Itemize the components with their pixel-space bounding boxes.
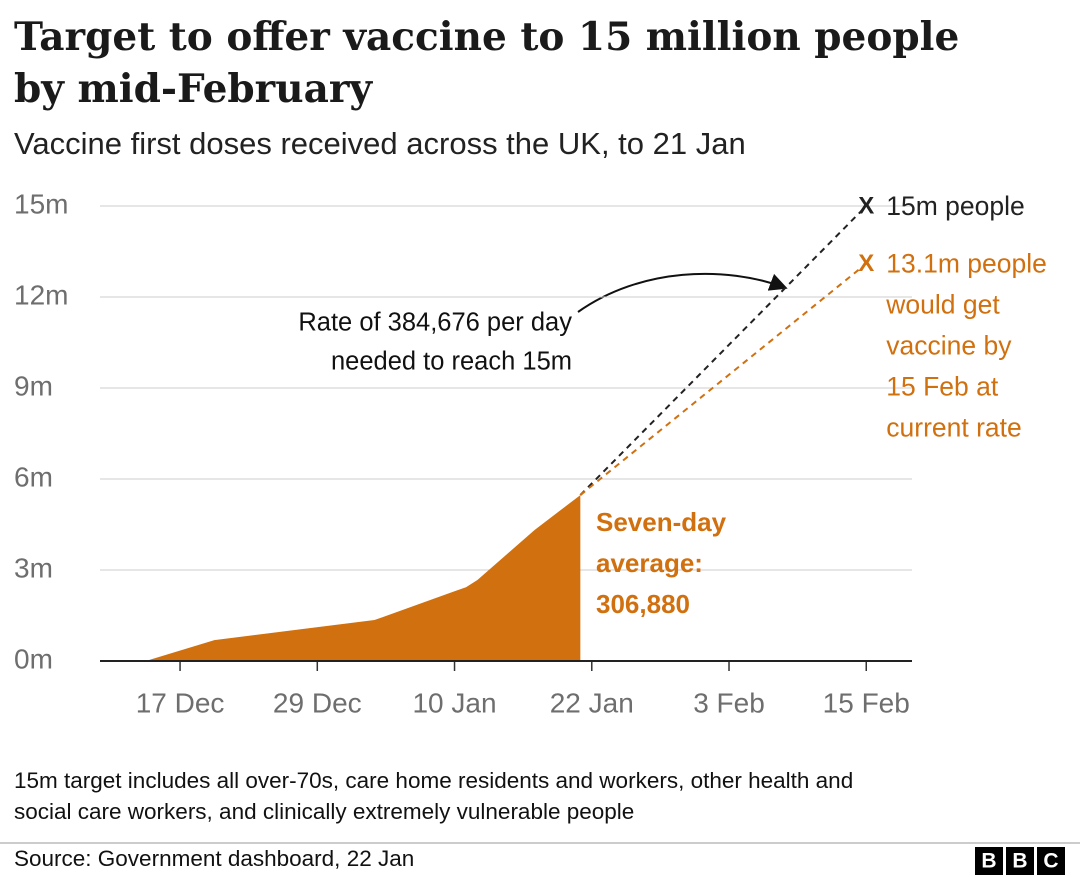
projection-label: current rate <box>886 413 1022 443</box>
x-tick-label: 29 Dec <box>273 687 362 718</box>
average-annotation: Seven-day <box>596 507 727 537</box>
rate-annotation: needed to reach 15m <box>331 348 572 376</box>
x-tick-label: 10 Jan <box>412 687 496 718</box>
projection-label: 15 Feb at <box>886 372 999 402</box>
projection-line <box>579 262 867 496</box>
x-tick-label: 17 Dec <box>136 687 225 718</box>
logo-box <box>975 847 1003 875</box>
logo-letter: B <box>981 850 996 873</box>
x-tick-label: 15 Feb <box>823 687 910 718</box>
y-tick-label: 0m <box>14 643 53 674</box>
footnote: social care workers, and clinically extr… <box>14 799 634 824</box>
chart-title: by mid-February <box>14 66 373 112</box>
x-tick-label: 3 Feb <box>693 687 765 718</box>
y-tick-label: 9m <box>14 370 53 401</box>
area <box>145 495 581 661</box>
logo: B B C <box>975 847 1065 875</box>
average-annotation: 306,880 <box>596 589 690 619</box>
projection-marker: X <box>858 250 874 277</box>
projection-label: 13.1m people <box>886 249 1047 279</box>
average-annotation: average: <box>596 548 703 578</box>
projection-line <box>579 205 867 496</box>
y-tick-label: 3m <box>14 552 53 583</box>
projection-label: vaccine by <box>886 331 1012 361</box>
footnote: 15m target includes all over-70s, care h… <box>14 768 853 793</box>
y-tick-label: 15m <box>14 188 68 219</box>
projection-label: 15m people <box>886 191 1025 221</box>
logo-box <box>1006 847 1034 875</box>
rate-annotation: Rate of 384,676 per day <box>298 309 572 337</box>
logo-letter: B <box>1012 850 1027 873</box>
annotation-arrow <box>577 272 788 313</box>
source: Source: Government dashboard, 22 Jan <box>14 846 414 871</box>
logo-box <box>1037 847 1065 875</box>
chart-subtitle: Vaccine first doses received across the … <box>14 126 746 161</box>
y-tick-label: 12m <box>14 279 68 310</box>
y-tick-label: 6m <box>14 461 53 492</box>
projection-label: would get <box>885 290 1000 320</box>
projection-marker: X <box>858 192 874 219</box>
logo-letter: C <box>1043 850 1058 873</box>
x-tick-label: 22 Jan <box>550 687 634 718</box>
chart-title: Target to offer vaccine to 15 million pe… <box>14 14 959 60</box>
